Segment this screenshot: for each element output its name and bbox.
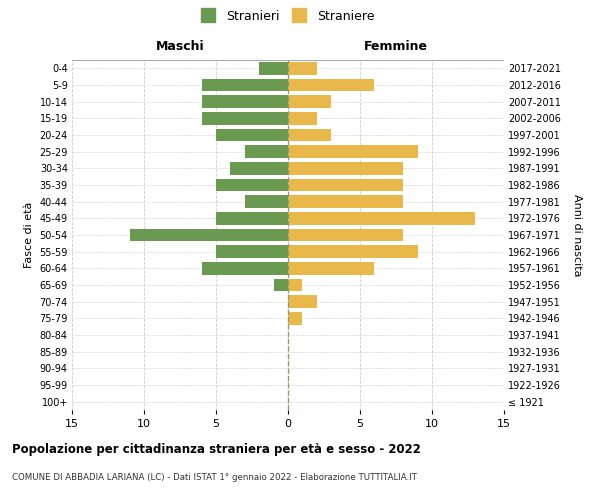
- Bar: [288, 79, 374, 92]
- Bar: [216, 246, 288, 258]
- Bar: [288, 212, 475, 224]
- Bar: [288, 262, 374, 274]
- Bar: [230, 162, 288, 174]
- Y-axis label: Fasce di età: Fasce di età: [24, 202, 34, 268]
- Bar: [288, 96, 331, 108]
- Text: Maschi: Maschi: [155, 40, 205, 54]
- Bar: [288, 246, 418, 258]
- Bar: [216, 212, 288, 224]
- Text: COMUNE DI ABBADIA LARIANA (LC) - Dati ISTAT 1° gennaio 2022 - Elaborazione TUTTI: COMUNE DI ABBADIA LARIANA (LC) - Dati IS…: [12, 472, 417, 482]
- Bar: [288, 62, 317, 74]
- Bar: [288, 179, 403, 192]
- Bar: [216, 129, 288, 141]
- Bar: [288, 312, 302, 324]
- Bar: [245, 196, 288, 208]
- Bar: [288, 146, 418, 158]
- Bar: [288, 129, 331, 141]
- Bar: [274, 279, 288, 291]
- Bar: [202, 262, 288, 274]
- Bar: [288, 162, 403, 174]
- Bar: [259, 62, 288, 74]
- Bar: [202, 96, 288, 108]
- Y-axis label: Anni di nascita: Anni di nascita: [572, 194, 582, 276]
- Bar: [216, 179, 288, 192]
- Bar: [288, 229, 403, 241]
- Bar: [245, 146, 288, 158]
- Text: Femmine: Femmine: [364, 40, 428, 54]
- Bar: [288, 196, 403, 208]
- Bar: [288, 296, 317, 308]
- Bar: [288, 112, 317, 124]
- Bar: [130, 229, 288, 241]
- Legend: Stranieri, Straniere: Stranieri, Straniere: [201, 10, 375, 24]
- Bar: [288, 279, 302, 291]
- Bar: [202, 79, 288, 92]
- Text: Popolazione per cittadinanza straniera per età e sesso - 2022: Popolazione per cittadinanza straniera p…: [12, 442, 421, 456]
- Bar: [202, 112, 288, 124]
